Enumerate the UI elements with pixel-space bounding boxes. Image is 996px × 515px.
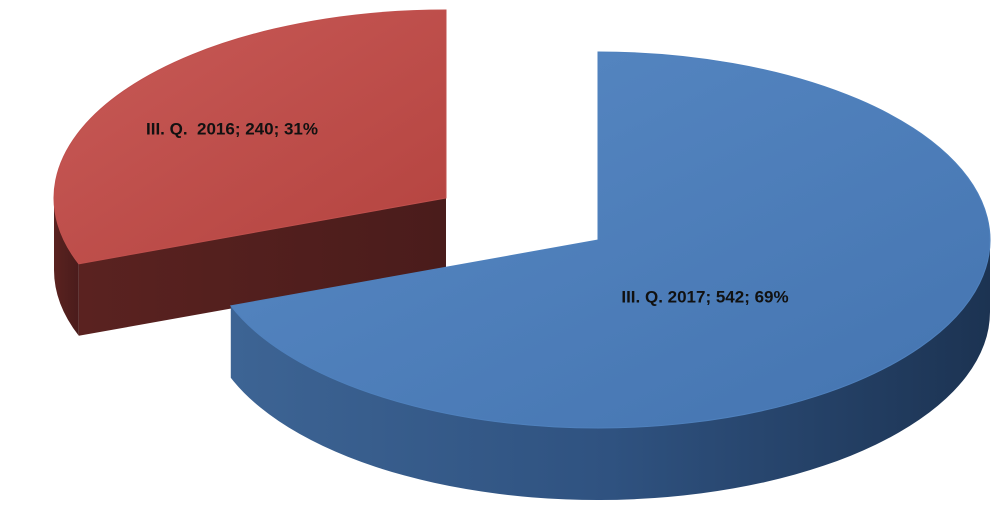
slice bbox=[229, 51, 991, 429]
slice-face bbox=[78, 198, 447, 336]
data-label: III. Q. 2016; 240; 31% bbox=[146, 119, 318, 138]
data-label: III. Q. 2017; 542; 69% bbox=[621, 287, 788, 306]
slice bbox=[53, 9, 447, 265]
slice-side bbox=[230, 240, 991, 500]
